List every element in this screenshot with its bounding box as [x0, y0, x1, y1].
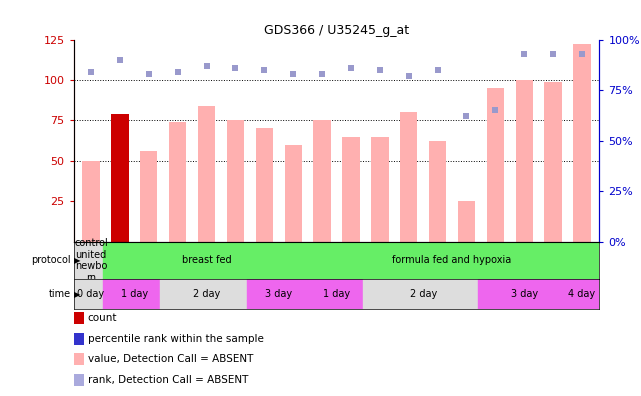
- Bar: [565, 279, 599, 309]
- Text: protocol: protocol: [31, 255, 71, 265]
- Bar: [429, 141, 446, 242]
- Bar: [169, 122, 187, 242]
- Text: 2 day: 2 day: [193, 289, 221, 299]
- Text: 1 day: 1 day: [323, 289, 350, 299]
- Bar: [363, 279, 484, 309]
- Bar: [247, 279, 310, 309]
- Text: time: time: [48, 289, 71, 299]
- Text: rank, Detection Call = ABSENT: rank, Detection Call = ABSENT: [88, 375, 248, 385]
- Bar: [227, 120, 244, 242]
- Text: value, Detection Call = ABSENT: value, Detection Call = ABSENT: [88, 354, 253, 364]
- Bar: [313, 120, 331, 242]
- Bar: [304, 242, 599, 279]
- Text: percentile rank within the sample: percentile rank within the sample: [88, 333, 263, 344]
- Bar: [371, 137, 388, 242]
- Bar: [112, 114, 129, 242]
- Text: ▶: ▶: [74, 289, 80, 299]
- Text: 3 day: 3 day: [265, 289, 292, 299]
- Bar: [285, 145, 302, 242]
- Bar: [400, 112, 417, 242]
- Text: 1 day: 1 day: [121, 289, 148, 299]
- Bar: [103, 279, 166, 309]
- Text: breast fed: breast fed: [182, 255, 231, 265]
- Bar: [198, 106, 215, 242]
- Bar: [304, 279, 369, 309]
- Text: 3 day: 3 day: [511, 289, 538, 299]
- Title: GDS366 / U35245_g_at: GDS366 / U35245_g_at: [264, 24, 409, 37]
- Bar: [83, 161, 100, 242]
- Text: 0 day: 0 day: [78, 289, 104, 299]
- Bar: [478, 279, 570, 309]
- Text: formula fed and hypoxia: formula fed and hypoxia: [392, 255, 512, 265]
- Bar: [160, 279, 253, 309]
- Bar: [74, 242, 108, 279]
- Bar: [573, 44, 590, 242]
- Text: ▶: ▶: [74, 256, 80, 265]
- Bar: [103, 242, 310, 279]
- Text: count: count: [88, 313, 117, 323]
- Text: 2 day: 2 day: [410, 289, 437, 299]
- Bar: [487, 88, 504, 242]
- Text: 4 day: 4 day: [569, 289, 595, 299]
- Bar: [342, 137, 360, 242]
- Bar: [544, 82, 562, 242]
- Bar: [74, 279, 108, 309]
- Text: control
united
newbo
rn: control united newbo rn: [74, 238, 108, 283]
- Bar: [458, 201, 475, 242]
- Bar: [256, 128, 273, 242]
- Bar: [515, 80, 533, 242]
- Bar: [140, 151, 158, 242]
